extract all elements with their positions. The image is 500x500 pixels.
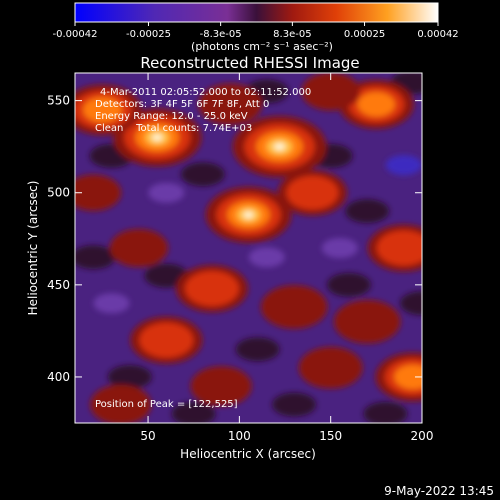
intensity-peak	[198, 83, 263, 126]
x-tick-label: 200	[411, 429, 434, 443]
intensity-low	[144, 263, 189, 288]
heatmap	[75, 73, 422, 423]
date-stamp: 9-May-2022 13:45	[384, 484, 494, 498]
annotation-peak: Position of Peak = [122,525]	[95, 399, 238, 410]
intensity-peak	[394, 364, 422, 390]
intensity-peak	[376, 230, 422, 266]
y-tick-label: 450	[47, 278, 70, 292]
intensity-negative	[93, 293, 130, 314]
annotation-detectors: Detectors: 3F 4F 5F 6F 7F 8F, Att 0	[95, 99, 269, 110]
colorbar-ticks: -0.00042 -0.00025 -8.3e-05 8.3e-05 0.00025 0.…	[53, 22, 459, 40]
intensity-peak	[139, 322, 194, 358]
intensity-peak	[190, 366, 252, 407]
annotation-energy: Energy Range: 12.0 - 25.0 keV	[95, 111, 248, 122]
annotation-method: Clean Total counts: 7.74E+03	[95, 123, 252, 134]
intensity-peak	[286, 175, 339, 210]
intensity-negative	[148, 182, 185, 203]
intensity-peak	[334, 299, 401, 344]
axis-ticks: 50 100 150 200 400 450 500 550	[47, 73, 433, 443]
plot-frame	[74, 72, 423, 424]
intensity-low	[107, 364, 152, 389]
intensity-negative	[248, 247, 285, 268]
intensity-negative	[385, 155, 422, 176]
intensity-low	[345, 199, 390, 224]
intensity-low	[400, 291, 422, 316]
colorbar-gradient	[74, 2, 439, 23]
intensity-low	[180, 162, 225, 187]
intensity-peak	[273, 143, 286, 151]
x-tick-label: 150	[319, 429, 342, 443]
x-tick-label: 100	[228, 429, 251, 443]
colorbar-tick-label: 0.00042	[417, 29, 458, 40]
colorbar-tick-label: -0.00025	[126, 29, 171, 40]
intensity-low	[326, 272, 371, 297]
intensity-peak	[185, 270, 239, 307]
annotation-time-range: 4-Mar-2011 02:05:52.000 to 02:11:52.000	[100, 87, 311, 98]
intensity-peak	[298, 346, 363, 389]
y-tick-label: 500	[47, 186, 70, 200]
intensity-peak	[90, 384, 152, 423]
plot-area	[75, 73, 422, 423]
chart-title: Reconstructed RHESSI Image	[140, 54, 359, 72]
intensity-low	[235, 337, 280, 362]
intensity-peak	[83, 97, 122, 123]
y-tick-label: 400	[47, 370, 70, 384]
intensity-peak	[109, 228, 169, 268]
colorbar-tick-label: -8.3e-05	[200, 29, 242, 40]
colorbar-tick-label: 0.00025	[344, 29, 385, 40]
y-axis-label: Heliocentric Y (arcsec)	[26, 181, 40, 316]
intensity-peak	[151, 134, 163, 141]
intensity-peak	[301, 73, 360, 111]
x-axis-label: Heliocentric X (arcsec)	[180, 447, 316, 461]
intensity-low	[363, 401, 408, 423]
intensity-negative	[321, 238, 358, 258]
intensity-peak	[243, 211, 254, 219]
intensity-peak	[75, 174, 121, 211]
colorbar-tick-label: 8.3e-05	[273, 29, 311, 40]
x-tick-label: 50	[140, 429, 155, 443]
intensity-peak	[260, 285, 328, 329]
intensity-peak	[357, 92, 395, 117]
intensity-low	[272, 392, 317, 417]
colorbar-tick-label: -0.00042	[53, 29, 98, 40]
colorbar-unit-label: (photons cm⁻² s⁻¹ asec⁻²)	[191, 40, 333, 53]
intensity-low	[75, 245, 116, 270]
y-tick-label: 550	[47, 94, 70, 108]
intensity-low	[171, 401, 216, 423]
colorbar: -0.00042 -0.00025 -8.3e-05 8.3e-05 0.00025 0.…	[53, 2, 459, 53]
